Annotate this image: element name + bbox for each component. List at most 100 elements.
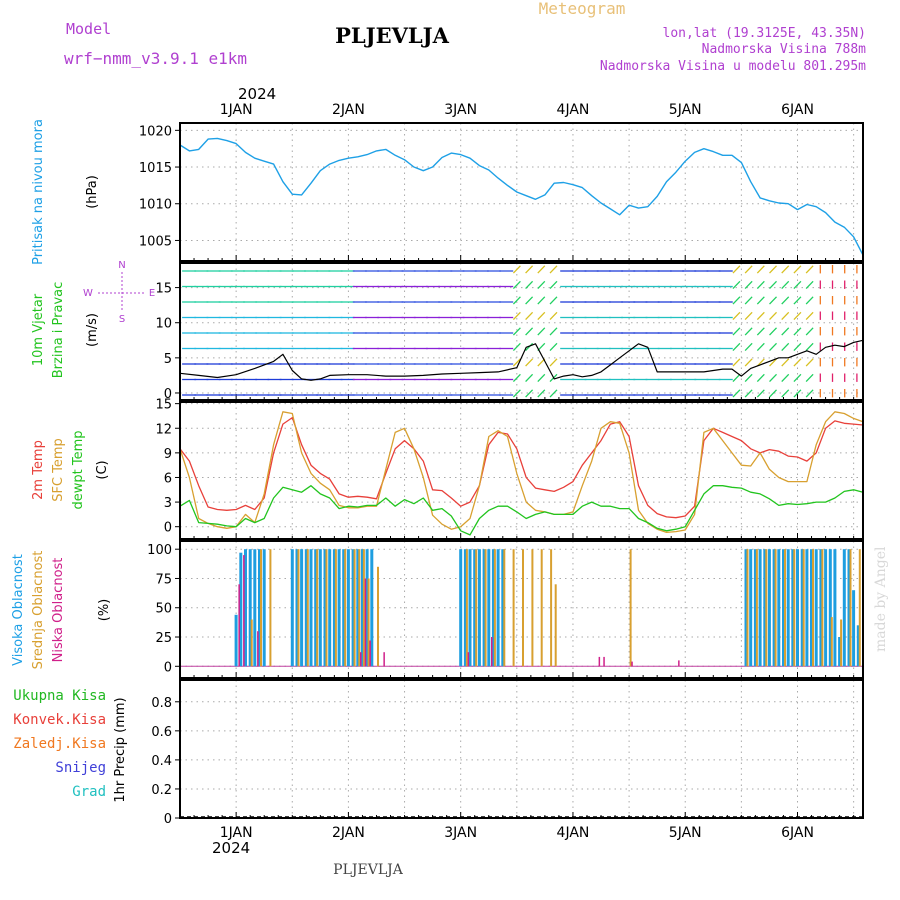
day-label-bottom: 3JAN [444, 825, 477, 841]
cloud-bar [364, 578, 367, 667]
panel-axis-label: Pritisak na nivou mora [31, 119, 46, 265]
cloud-bar [631, 661, 633, 667]
wind-arrow [537, 280, 546, 290]
cloud-bar [805, 549, 809, 667]
cloud-bar [812, 549, 814, 667]
cloud-bar [753, 549, 757, 667]
cloud-bar [793, 549, 796, 667]
wind-arrow [781, 265, 790, 274]
wind-arrow [525, 373, 534, 383]
temp-2m-line [179, 416, 864, 519]
cloud-bar [482, 549, 486, 667]
wind-arrow [732, 342, 741, 352]
panel-precip: 0.8 0.6 0.4 0.2 0 [151, 679, 864, 827]
wind-arrow [525, 389, 534, 398]
y-tick-label: 0.4 [151, 754, 172, 769]
day-label-bottom: 1JAN [220, 825, 253, 841]
panel-axis-label: 1hr Precip (mm) [113, 697, 128, 802]
cloud-bar [796, 549, 799, 667]
cloud-bar [300, 549, 304, 667]
cloud-bar [383, 652, 385, 667]
y-tick-label: 50 [155, 602, 172, 617]
wind-arrow [769, 296, 777, 305]
model-label: Model [66, 20, 111, 38]
altitude-label: Nadmorska Visina 788m [702, 42, 867, 57]
wind-arrow [512, 296, 521, 305]
wind-arrow [756, 327, 765, 336]
wind-arrow [512, 389, 521, 398]
wind-arrow [769, 389, 777, 398]
cloud-bar [830, 617, 833, 667]
wind-arrow [549, 280, 558, 290]
temp-dewpt-line [179, 485, 864, 536]
cloud-bar [833, 549, 837, 667]
cloud-bar [370, 549, 374, 667]
cloud-bar [755, 549, 758, 667]
location-title: PLJEVLJA [335, 23, 449, 48]
wind-arrow [549, 327, 558, 336]
wind-arrow [793, 373, 802, 383]
meteogram-label: Meteogram [539, 0, 626, 18]
y-tick-label: 75 [155, 572, 172, 587]
wind-arrow [512, 373, 521, 383]
panel-axis-label: 10m Vjetar [31, 293, 46, 366]
cloud-bar [852, 590, 856, 667]
compass-s: S [119, 314, 125, 325]
wind-arrow [756, 389, 765, 398]
cloud-bar [234, 614, 238, 667]
cloud-bar [777, 549, 781, 667]
cloud-bar [377, 566, 379, 667]
cloud-bar [257, 631, 259, 667]
wind-arrow [525, 296, 534, 305]
wind-arrow [525, 311, 534, 321]
temp-sfc-line [179, 411, 864, 534]
cloud-bar [554, 584, 557, 667]
wind-arrow [793, 342, 802, 352]
y-tick-label: 5 [164, 352, 172, 367]
y-tick-label: 0 [164, 521, 172, 536]
panel-axis-label: Srednja Oblacnost [31, 551, 46, 670]
wind-arrow [769, 342, 777, 352]
day-label-top: 2JAN [332, 102, 365, 118]
cloud-bar [360, 652, 362, 667]
panel-frame [179, 401, 864, 540]
day-labels-bottom: 1JAN 2JAN 3JAN 4JAN 5JAN 6JAN [220, 825, 814, 841]
wind-arrow [512, 327, 521, 336]
wind-arrow [537, 311, 546, 321]
panel-frame [179, 540, 864, 679]
y-tick-label: 0.8 [151, 696, 172, 711]
wind-arrow [805, 296, 814, 305]
wind-arrow [549, 311, 558, 321]
cloud-bar [858, 549, 861, 667]
day-label-top: 3JAN [444, 102, 477, 118]
cloud-bar [332, 549, 336, 667]
cloud-bar [477, 549, 481, 667]
compass-e: E [149, 288, 155, 299]
cloud-bar [487, 549, 491, 667]
cloud-bar [786, 549, 790, 667]
wind-arrow [805, 389, 814, 398]
wind-arrow [769, 265, 777, 274]
cloud-bar [782, 549, 785, 667]
cloud-bar [356, 549, 360, 667]
cloud-bar [262, 549, 266, 667]
cloud-bar [290, 549, 294, 667]
model-name: wrf−nmm_v3.9.1 e1km [64, 49, 247, 68]
cloud-bar [323, 549, 327, 667]
wind-arrow [793, 265, 802, 274]
cloud-bar [550, 549, 553, 667]
cloud-bar [243, 555, 245, 667]
wind-arrow [549, 358, 558, 367]
wind-arrow [756, 311, 765, 321]
cloud-bar [842, 549, 846, 667]
cloud-bar [791, 549, 795, 667]
wind-arrow [805, 373, 814, 383]
wind-arrow [732, 358, 741, 367]
wind-arrow [732, 327, 741, 336]
cloud-bar [360, 549, 364, 667]
y-tick-label: 1015 [139, 161, 172, 176]
wind-arrow [793, 311, 802, 321]
wind-arrow [756, 342, 765, 352]
precip-legend-item: Grad [72, 784, 106, 800]
wind-arrow [756, 373, 765, 383]
